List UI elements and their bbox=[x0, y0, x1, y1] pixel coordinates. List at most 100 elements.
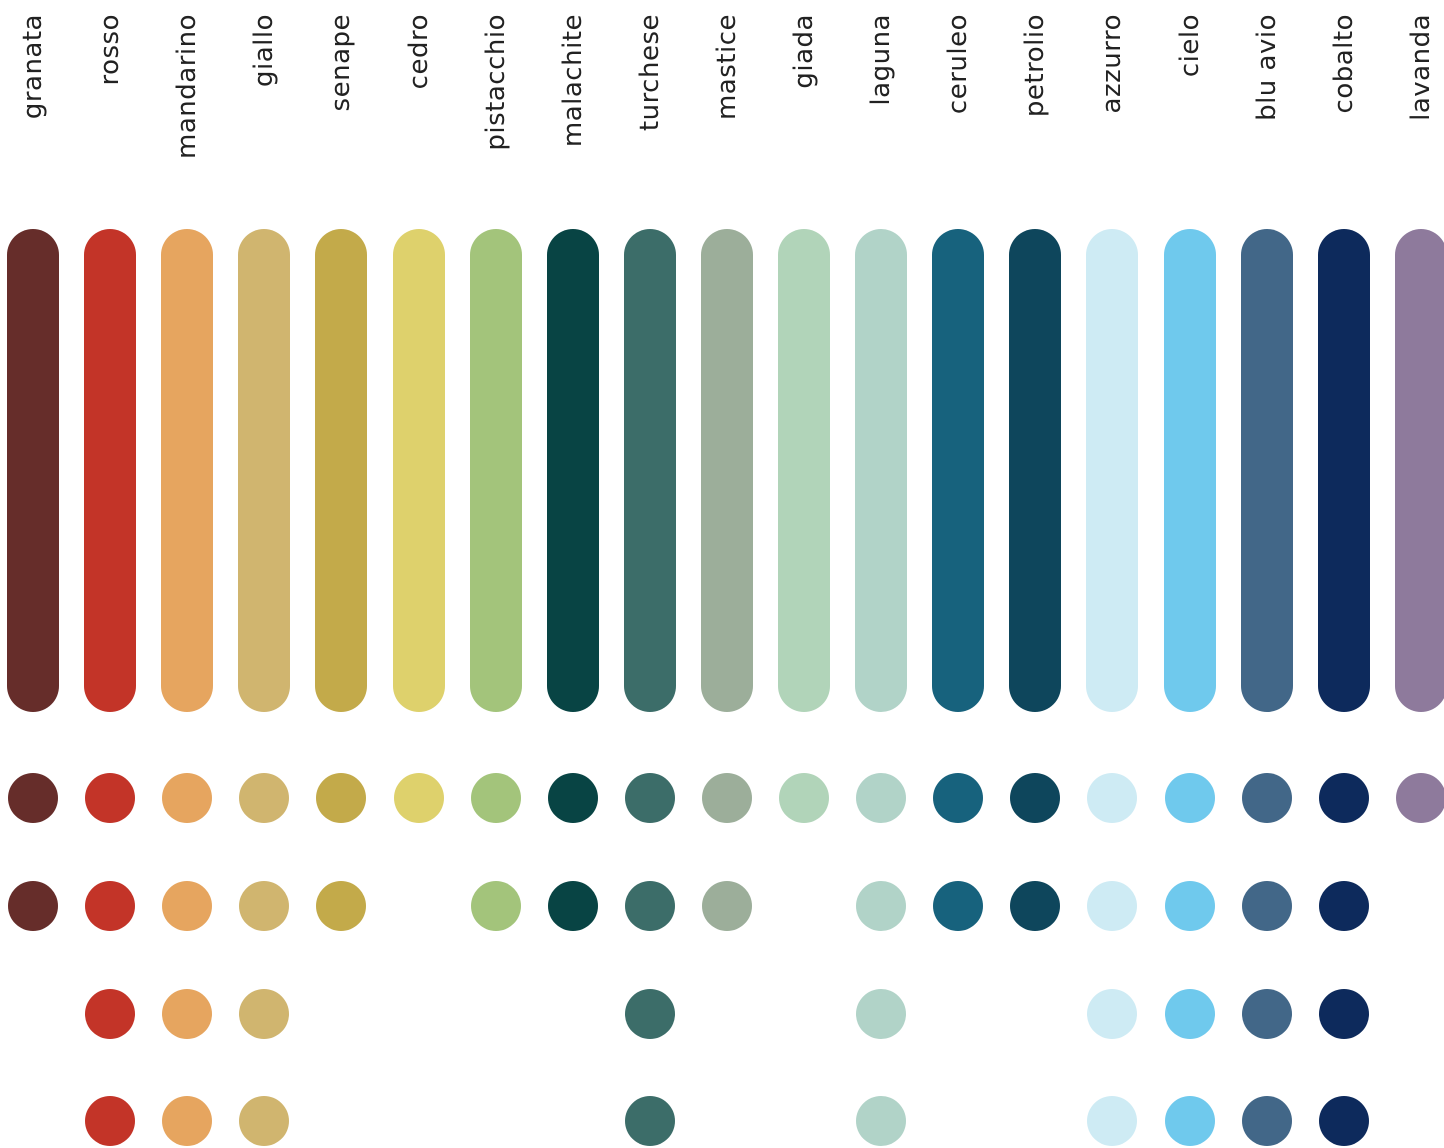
color-label-malachite: malachite bbox=[557, 14, 588, 148]
palette-column-mastice: mastice bbox=[700, 0, 753, 1148]
color-dot-cielo-3 bbox=[1164, 989, 1215, 1039]
color-swatch-bar-cedro bbox=[392, 229, 445, 712]
palette-column-senape: senape bbox=[315, 0, 368, 1148]
color-label-rosso: rosso bbox=[95, 14, 126, 86]
palette-column-granata: granata bbox=[7, 0, 59, 1148]
color-label-senape: senape bbox=[326, 14, 357, 112]
color-dot-rosso-2 bbox=[85, 881, 136, 931]
color-dot-azzurro-1 bbox=[1087, 773, 1138, 823]
color-swatch-bar-mastice bbox=[700, 229, 753, 712]
color-dot-mandarino-3 bbox=[162, 989, 213, 1039]
color-swatch-bar-giallo bbox=[238, 229, 291, 712]
color-swatch-bar-senape bbox=[315, 229, 368, 712]
color-swatch-bar-cobalto bbox=[1317, 229, 1370, 712]
color-dot-cobalto-3 bbox=[1318, 989, 1369, 1039]
color-swatch-bar-lavanda bbox=[1394, 229, 1444, 712]
palette-column-laguna: laguna bbox=[855, 0, 908, 1148]
color-label-mandarino: mandarino bbox=[172, 14, 203, 159]
color-dot-blu-avio-1 bbox=[1241, 773, 1292, 823]
color-dot-laguna-3 bbox=[856, 989, 907, 1039]
color-dot-senape-1 bbox=[316, 773, 367, 823]
color-dot-cielo-1 bbox=[1164, 773, 1215, 823]
color-dot-ceruleo-1 bbox=[933, 773, 984, 823]
color-label-pistacchio: pistacchio bbox=[480, 14, 511, 151]
color-dot-turchese-3 bbox=[624, 989, 675, 1039]
color-dot-malachite-2 bbox=[547, 881, 598, 931]
color-dot-pistacchio-1 bbox=[470, 773, 521, 823]
color-dot-blu-avio-2 bbox=[1241, 881, 1292, 931]
color-dot-azzurro-4 bbox=[1087, 1096, 1138, 1146]
color-dot-turchese-4 bbox=[624, 1096, 675, 1146]
color-dot-mandarino-2 bbox=[162, 881, 213, 931]
color-dot-cobalto-2 bbox=[1318, 881, 1369, 931]
color-dot-giallo-3 bbox=[239, 989, 290, 1039]
color-dot-giallo-2 bbox=[239, 881, 290, 931]
color-dot-blu-avio-4 bbox=[1241, 1096, 1292, 1146]
color-label-cobalto: cobalto bbox=[1328, 14, 1359, 114]
color-swatch-bar-giada bbox=[778, 229, 830, 712]
color-label-blu-avio: blu avio bbox=[1251, 14, 1282, 121]
palette-column-turchese: turchese bbox=[623, 0, 676, 1148]
color-dot-giallo-4 bbox=[239, 1096, 290, 1146]
color-swatch-bar-malachite bbox=[546, 229, 599, 712]
color-dot-granata-1 bbox=[8, 773, 58, 823]
color-dot-cielo-4 bbox=[1164, 1096, 1215, 1146]
color-dot-laguna-2 bbox=[856, 881, 907, 931]
color-dot-rosso-4 bbox=[85, 1096, 136, 1146]
palette-column-pistacchio: pistacchio bbox=[469, 0, 522, 1148]
color-label-petrolio: petrolio bbox=[1020, 14, 1051, 118]
color-dot-rosso-1 bbox=[85, 773, 136, 823]
color-label-laguna: laguna bbox=[866, 14, 897, 106]
color-dot-pistacchio-2 bbox=[470, 881, 521, 931]
palette-column-cielo: cielo bbox=[1163, 0, 1216, 1148]
palette-column-lavanda: lavanda bbox=[1394, 0, 1444, 1148]
color-dot-ceruleo-2 bbox=[933, 881, 984, 931]
color-dot-malachite-1 bbox=[547, 773, 598, 823]
color-dot-mastice-2 bbox=[701, 881, 752, 931]
color-dot-cielo-2 bbox=[1164, 881, 1215, 931]
palette-column-giada: giada bbox=[778, 0, 830, 1148]
color-dot-laguna-1 bbox=[856, 773, 907, 823]
color-label-lavanda: lavanda bbox=[1405, 14, 1436, 121]
color-dot-cobalto-4 bbox=[1318, 1096, 1369, 1146]
color-dot-laguna-4 bbox=[856, 1096, 907, 1146]
palette-column-mandarino: mandarino bbox=[161, 0, 214, 1148]
palette-column-blu-avio: blu avio bbox=[1240, 0, 1293, 1148]
palette-column-cobalto: cobalto bbox=[1317, 0, 1370, 1148]
color-dot-mastice-1 bbox=[701, 773, 752, 823]
color-swatch-bar-cielo bbox=[1163, 229, 1216, 712]
color-dot-azzurro-3 bbox=[1087, 989, 1138, 1039]
color-label-cedro: cedro bbox=[403, 14, 434, 90]
palette-column-giallo: giallo bbox=[238, 0, 291, 1148]
color-swatch-bar-pistacchio bbox=[469, 229, 522, 712]
palette-column-rosso: rosso bbox=[84, 0, 137, 1148]
color-dot-blu-avio-3 bbox=[1241, 989, 1292, 1039]
color-label-azzurro: azzurro bbox=[1097, 14, 1128, 114]
palette-column-malachite: malachite bbox=[546, 0, 599, 1148]
color-label-granata: granata bbox=[18, 14, 48, 120]
color-dot-turchese-1 bbox=[624, 773, 675, 823]
color-label-giallo: giallo bbox=[249, 14, 280, 88]
palette-column-cedro: cedro bbox=[392, 0, 445, 1148]
color-dot-senape-2 bbox=[316, 881, 367, 931]
color-label-mastice: mastice bbox=[711, 14, 742, 121]
color-dot-petrolio-1 bbox=[1010, 773, 1061, 823]
color-swatch-bar-blu-avio bbox=[1240, 229, 1293, 712]
color-label-ceruleo: ceruleo bbox=[943, 14, 974, 115]
color-label-cielo: cielo bbox=[1174, 14, 1205, 78]
palette-column-ceruleo: ceruleo bbox=[932, 0, 985, 1148]
color-label-turchese: turchese bbox=[634, 14, 665, 132]
color-dot-petrolio-2 bbox=[1010, 881, 1061, 931]
color-dot-cobalto-1 bbox=[1318, 773, 1369, 823]
color-swatch-bar-mandarino bbox=[161, 229, 214, 712]
color-dot-rosso-3 bbox=[85, 989, 136, 1039]
color-swatch-bar-ceruleo bbox=[932, 229, 985, 712]
color-swatch-bar-azzurro bbox=[1086, 229, 1139, 712]
color-dot-azzurro-2 bbox=[1087, 881, 1138, 931]
color-swatch-bar-turchese bbox=[623, 229, 676, 712]
color-swatch-bar-granata bbox=[7, 229, 59, 712]
color-dot-mandarino-4 bbox=[162, 1096, 213, 1146]
color-dot-cedro-1 bbox=[393, 773, 444, 823]
color-dot-mandarino-1 bbox=[162, 773, 213, 823]
color-dot-lavanda-1 bbox=[1395, 773, 1444, 823]
